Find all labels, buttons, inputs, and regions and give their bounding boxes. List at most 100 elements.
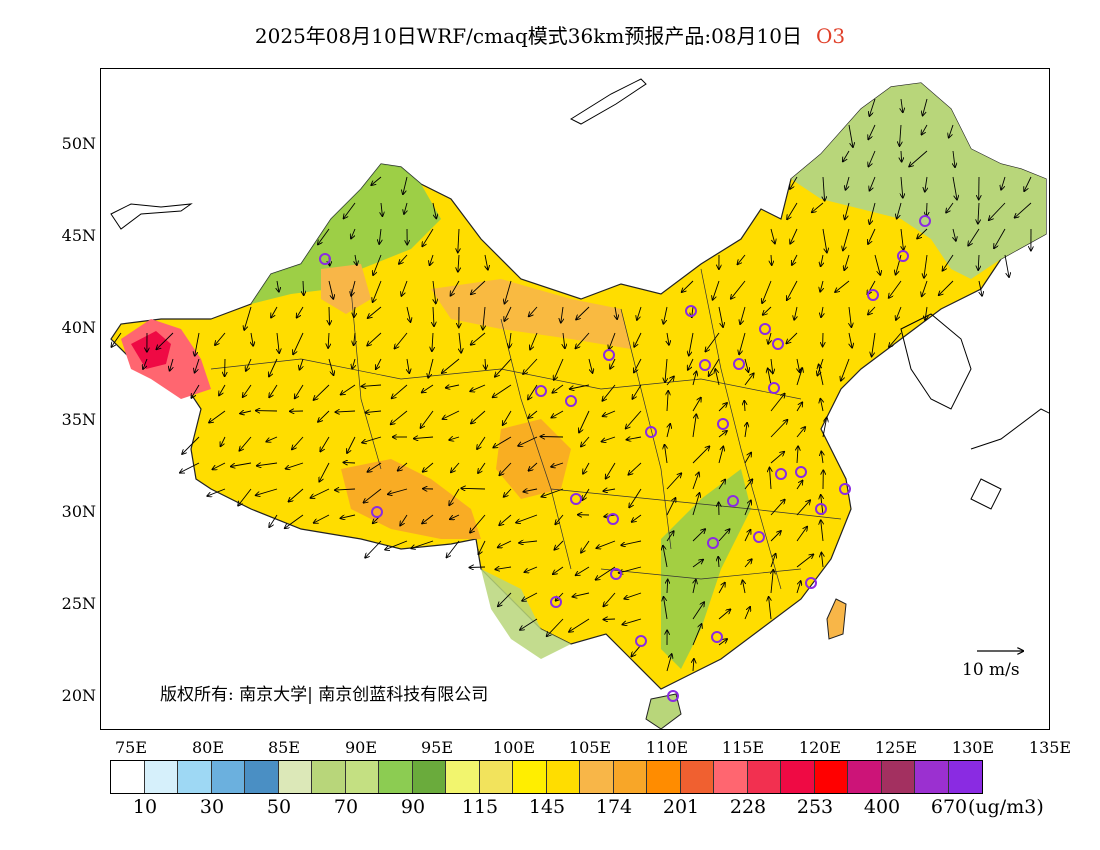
- colorbar-label: 145: [528, 796, 566, 818]
- wind-arrow: [379, 228, 381, 244]
- station-marker: [795, 466, 807, 478]
- lat-label: 30N: [61, 502, 96, 521]
- wind-arrow: [637, 306, 642, 320]
- wind-arrow: [770, 452, 784, 464]
- colorbar-swatch: [714, 761, 748, 793]
- wind-arrow: [111, 332, 122, 347]
- wind-arrow: [406, 306, 411, 322]
- wind-arrow: [355, 254, 357, 265]
- wind-arrow: [692, 529, 705, 542]
- wind-arrow: [556, 592, 564, 601]
- wind-arrow: [289, 488, 304, 502]
- map-panel: [100, 68, 1050, 730]
- wind-arrow: [819, 365, 824, 386]
- station-marker: [775, 468, 787, 480]
- wind-arrow: [518, 436, 538, 446]
- lon-label: 115E: [721, 738, 765, 757]
- wind-arrow: [771, 358, 773, 373]
- wind-arrow: [770, 228, 775, 244]
- wind-arrow: [343, 462, 356, 463]
- wind-arrow: [303, 280, 304, 295]
- wind-vectors: [111, 98, 1032, 672]
- wind-arrow: [718, 306, 723, 327]
- wind-arrow: [432, 332, 433, 351]
- wind-arrow: [868, 306, 876, 315]
- wind-arrow: [422, 514, 434, 524]
- colorbar-swatch: [245, 761, 279, 793]
- wind-arrow: [554, 540, 564, 550]
- wind-arrow: [459, 332, 461, 353]
- wind-arrow: [845, 202, 850, 219]
- wind-arrow: [493, 384, 512, 397]
- wind-arrow: [770, 420, 788, 438]
- lake-balkhash-coastline: [110, 203, 193, 230]
- wind-arrow: [495, 567, 512, 569]
- wind-arrow: [821, 520, 823, 542]
- wind-arrow: [555, 514, 564, 524]
- wind-arrow: [286, 462, 304, 469]
- wind-arrow: [470, 384, 486, 391]
- wind-arrow: [300, 358, 304, 370]
- wind-arrow: [744, 358, 748, 372]
- colorbar-swatch: [747, 761, 781, 793]
- colorbar-swatch: [479, 761, 513, 793]
- station-marker: [867, 289, 879, 301]
- colorbar-label: 115: [461, 796, 499, 818]
- wind-arrow: [872, 332, 876, 356]
- wind-arrow: [529, 306, 538, 316]
- wind-arrow: [770, 531, 781, 542]
- wind-arrow: [744, 530, 751, 542]
- wind-arrow: [443, 410, 460, 419]
- wind-arrow: [692, 446, 709, 464]
- wind-arrow: [621, 540, 642, 545]
- colorbar-label: 50: [266, 796, 292, 818]
- wind-arrow: [191, 384, 200, 398]
- wind-arrow: [541, 437, 564, 438]
- wind-arrow: [458, 228, 459, 252]
- wind-arrow: [547, 618, 564, 636]
- wind-arrow: [400, 514, 408, 526]
- wind-arrow: [667, 580, 668, 594]
- colorbar-swatch: [647, 761, 681, 793]
- wind-arrow: [576, 566, 590, 575]
- wind-arrow: [796, 427, 805, 438]
- lon-label: 130E: [951, 738, 995, 757]
- wind-arrow: [715, 369, 720, 386]
- station-markers: [319, 215, 931, 702]
- wind-arrow: [477, 436, 486, 449]
- wind-arrow: [553, 566, 564, 574]
- station-marker: [717, 418, 729, 430]
- wind-arrow: [718, 403, 727, 412]
- wind-arrow: [523, 489, 538, 492]
- wind-arrow: [622, 618, 642, 625]
- lon-label: 75E: [114, 738, 148, 757]
- wind-arrow: [744, 373, 754, 386]
- wind-arrow: [1015, 202, 1032, 218]
- map-title: 2025年08月10日WRF/cmaq模式36km预报产品:08月10日 O3: [0, 20, 1100, 49]
- wind-arrow: [368, 462, 382, 472]
- wind-arrow: [692, 493, 700, 516]
- wind-arrow: [215, 332, 226, 345]
- wind-arrow: [478, 462, 486, 473]
- colorbar-swatch: [546, 761, 580, 793]
- wind-arrow: [231, 462, 252, 467]
- station-marker: [535, 385, 547, 397]
- wind-arrow: [632, 384, 642, 399]
- wind-arrow: [485, 254, 488, 270]
- colorbar-swatch: [680, 761, 714, 793]
- wind-arrow: [269, 358, 278, 377]
- wind-arrow: [610, 358, 616, 369]
- wind-arrow: [314, 384, 330, 400]
- lon-label: 110E: [645, 738, 689, 757]
- wind-arrow: [688, 358, 694, 370]
- wind-arrow: [692, 398, 701, 412]
- station-marker: [768, 382, 780, 394]
- wind-arrow: [450, 514, 460, 519]
- wind-arrow: [897, 202, 902, 219]
- wind-arrow: [522, 592, 538, 601]
- wind-arrow: [787, 202, 798, 219]
- wind-arrow: [344, 202, 356, 218]
- wind-arrow: [530, 332, 538, 350]
- wind-arrow: [626, 410, 642, 429]
- wind-arrow: [705, 332, 720, 352]
